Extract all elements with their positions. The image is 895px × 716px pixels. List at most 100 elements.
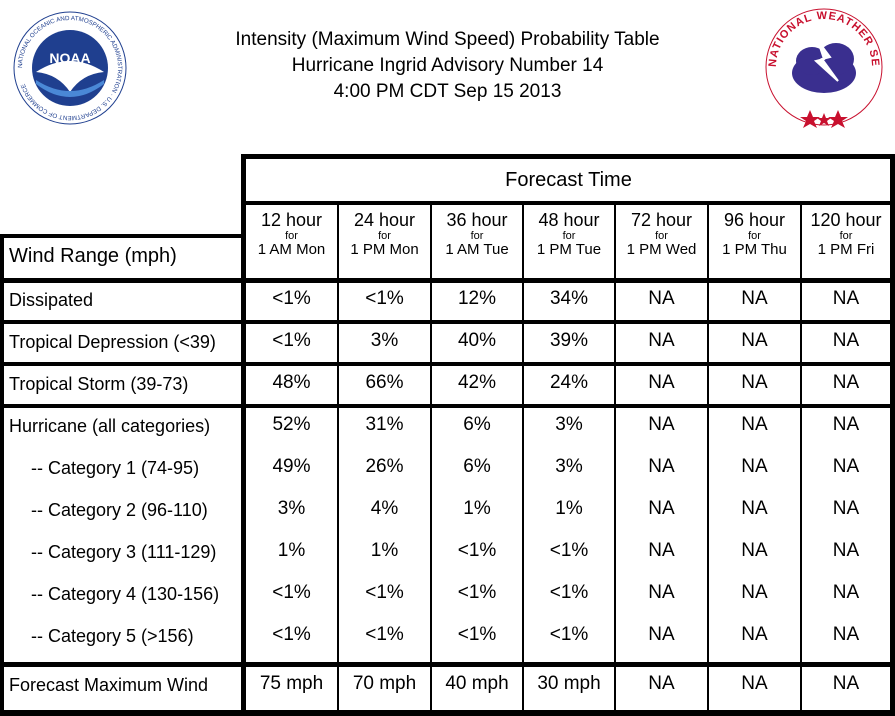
table-cell: NA (832, 372, 860, 393)
table-border (522, 205, 524, 716)
table-cell: NA (648, 673, 675, 694)
column-header: 24 hour for 1 PM Mon (339, 210, 430, 258)
table-cell: 1% (370, 540, 399, 561)
table-border (241, 154, 895, 159)
table-border (0, 320, 895, 324)
table-cell: 24% (549, 372, 589, 393)
table-cell: <1% (457, 582, 497, 603)
table-cell: 1% (463, 498, 491, 519)
column-when: 1 PM Mon (350, 241, 419, 258)
table-cell: NA (832, 624, 860, 645)
table-cell: NA (648, 456, 675, 477)
column-hours: 36 hour (446, 210, 508, 230)
table-cell: NA (741, 372, 768, 393)
column-when: 1 PM Tue (536, 241, 602, 258)
table-border (800, 205, 802, 716)
table-cell: 66% (365, 372, 404, 393)
column-hours: 24 hour (353, 210, 416, 230)
row-label: Tropical Storm (39-73) (9, 374, 189, 394)
table-cell: NA (648, 372, 675, 393)
table-cell: <1% (457, 624, 497, 645)
column-for: for (562, 230, 576, 242)
noaa-logo-text: NOAA (49, 50, 90, 66)
table-cell: 3% (277, 498, 306, 519)
table-cell: NA (648, 624, 675, 645)
table-cell: <1% (272, 330, 311, 351)
column-for: for (285, 230, 298, 242)
table-cell: <1% (457, 540, 497, 561)
table-cell: NA (832, 456, 860, 477)
table-cell: 75 mph (259, 673, 324, 694)
table-cell: 52% (272, 414, 311, 435)
table-cell: <1% (365, 582, 404, 603)
table-cell: NA (741, 582, 768, 603)
table-cell: 40 mph (445, 673, 509, 694)
table-border (614, 205, 616, 716)
table-border (0, 404, 895, 408)
table-cell: 4% (370, 498, 399, 519)
row-label: Tropical Depression (<39) (9, 332, 216, 352)
column-hours: 120 hour (810, 210, 882, 230)
table-cell: NA (832, 540, 860, 561)
column-hours: 96 hour (723, 210, 786, 230)
table-cell: NA (832, 498, 860, 519)
table-cell: NA (741, 288, 768, 309)
table-cell: <1% (549, 624, 589, 645)
column-for: for (839, 230, 853, 242)
table-cell: NA (832, 330, 860, 351)
table-cell: 48% (272, 372, 311, 393)
table-cell: 26% (365, 456, 404, 477)
title-line-1: Intensity (Maximum Wind Speed) Probabili… (235, 29, 660, 50)
column-header: 96 hour for 1 PM Thu (709, 210, 800, 258)
table-cell: NA (741, 498, 768, 519)
table-cell: 3% (555, 414, 583, 435)
table-border (0, 278, 895, 283)
table-cell: 6% (463, 414, 491, 435)
table-cell: NA (648, 414, 675, 435)
row-label: Dissipated (9, 290, 94, 310)
row-label: -- Category 5 (>156) (31, 626, 194, 646)
table-border (0, 710, 895, 716)
table-cell: 3% (555, 456, 583, 477)
table-cell: NA (741, 673, 768, 694)
table-cell: <1% (549, 540, 589, 561)
table-cell: <1% (272, 582, 311, 603)
column-when: 1 AM Tue (445, 241, 509, 258)
table-cell: 34% (549, 288, 589, 309)
row-label: -- Category 2 (96-110) (31, 500, 208, 520)
table-border (337, 205, 339, 716)
column-when: 1 PM Fri (817, 241, 875, 258)
table-border (0, 234, 246, 238)
table-cell: <1% (549, 582, 589, 603)
table-cell: <1% (272, 288, 311, 309)
noaa-logo: NOAA NATIONAL OCEANIC AND ATMOSPHERIC AD… (12, 10, 128, 126)
table-cell: NA (741, 330, 768, 351)
table-border (241, 154, 246, 236)
table-cell: 39% (549, 330, 589, 351)
title-line-3: 4:00 PM CDT Sep 15 2013 (333, 81, 562, 102)
table-cell: 49% (272, 456, 311, 477)
table-cell: NA (741, 540, 768, 561)
row-label: Forecast Maximum Wind (9, 675, 209, 695)
table-cell: 1% (555, 498, 583, 519)
table-cell: 31% (365, 414, 404, 435)
table-cell: 12% (457, 288, 497, 309)
table-cell: NA (648, 330, 675, 351)
table-border (0, 362, 895, 366)
table-cell: NA (741, 456, 768, 477)
column-header: 36 hour for 1 AM Tue (432, 210, 522, 258)
nws-logo: NATIONAL WEATHER SERVICE (756, 0, 888, 131)
row-label: -- Category 3 (111-129) (31, 542, 217, 562)
wind-range-heading: Wind Range (mph) (9, 245, 177, 267)
table-cell: 42% (457, 372, 497, 393)
table-border (0, 662, 895, 667)
table-cell: NA (648, 288, 675, 309)
column-hours: 72 hour (630, 210, 693, 230)
table-cell: NA (741, 624, 768, 645)
table-cell: NA (832, 582, 860, 603)
table-cell: NA (832, 673, 860, 694)
column-header: 12 hour for 1 AM Mon (246, 210, 337, 258)
table-cell: <1% (365, 624, 404, 645)
column-when: 1 PM Thu (722, 241, 787, 258)
table-cell: NA (648, 540, 675, 561)
